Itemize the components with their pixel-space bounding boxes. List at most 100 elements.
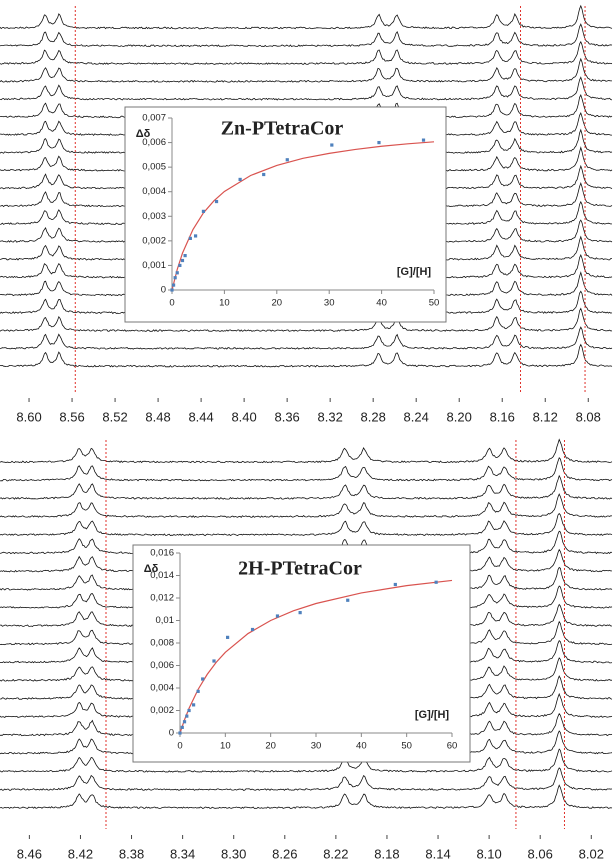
data-point xyxy=(298,611,302,615)
y-tick-label: 0,004 xyxy=(150,683,174,694)
spectrum-trace xyxy=(0,767,613,791)
spectrum-trace xyxy=(0,307,613,332)
data-point xyxy=(175,271,179,275)
spectrum-trace xyxy=(0,512,613,537)
data-point xyxy=(212,659,216,663)
data-point xyxy=(214,199,219,204)
data-point xyxy=(180,258,185,263)
data-point xyxy=(201,677,205,681)
data-point xyxy=(171,283,176,287)
data-point xyxy=(434,580,438,584)
y-tick-label: 0,01 xyxy=(156,615,175,626)
x-tick-label: 20 xyxy=(265,741,276,752)
inset-box xyxy=(132,544,471,763)
x-tick-label: 20 xyxy=(272,298,283,309)
spectrum-trace xyxy=(0,23,613,48)
x-tick-label: 50 xyxy=(429,298,440,309)
x-tick-label: 8.40 xyxy=(231,409,256,424)
x-tick-label: 8.60 xyxy=(16,409,41,424)
x-tick-label: 8.30 xyxy=(221,846,246,861)
x-tick-label: 8.22 xyxy=(323,846,348,861)
data-point xyxy=(377,140,381,145)
data-point xyxy=(182,720,187,724)
x-tick-label: 8.16 xyxy=(490,409,515,424)
y-tick-label: 0,016 xyxy=(150,548,174,559)
x-tick-label: 8.32 xyxy=(318,409,343,424)
x-tick-label: 8.20 xyxy=(447,409,472,424)
x-tick-label: 8.12 xyxy=(533,409,558,424)
x-tick-label: 40 xyxy=(356,741,367,752)
x-tick-label: 30 xyxy=(324,298,335,309)
x-tick-label: 8.26 xyxy=(272,846,297,861)
y-tick-label: 0,005 xyxy=(142,162,166,173)
x-tick-label: 8.36 xyxy=(274,409,299,424)
data-point xyxy=(178,731,182,735)
data-point xyxy=(173,276,177,280)
spectrum-trace xyxy=(0,474,613,500)
spectrum-trace xyxy=(0,784,613,810)
spectrum-trace xyxy=(0,438,613,464)
x-tick-label: 8.52 xyxy=(102,409,127,424)
data-point xyxy=(393,582,397,587)
spectrum-trace xyxy=(0,493,613,518)
y-axis-label: Δδ xyxy=(144,563,159,575)
spectrum-trace xyxy=(0,326,613,350)
x-tick-label: 8.10 xyxy=(476,846,501,861)
data-point xyxy=(188,236,192,240)
data-point xyxy=(250,627,255,632)
data-point xyxy=(196,689,200,693)
data-point xyxy=(201,209,206,213)
data-point xyxy=(226,635,230,639)
x-tick-label: 8.46 xyxy=(17,846,42,861)
data-point xyxy=(170,288,174,292)
spectrum-trace xyxy=(0,748,613,773)
y-tick-label: 0 xyxy=(161,285,166,296)
inset-title: 2H-PTetraCor xyxy=(238,558,362,580)
x-tick-label: 8.44 xyxy=(188,409,213,424)
y-tick-label: 0,007 xyxy=(142,113,166,124)
x-tick-label: 8.56 xyxy=(59,409,84,424)
x-tick-label: 30 xyxy=(311,741,322,752)
x-tick-label: 8.08 xyxy=(576,409,601,424)
y-tick-label: 0,003 xyxy=(142,211,166,222)
x-tick-label: 8.02 xyxy=(579,846,604,861)
fit-curve xyxy=(179,579,453,734)
x-tick-label: 0 xyxy=(169,298,174,309)
y-tick-label: 0,002 xyxy=(142,235,166,246)
data-point xyxy=(330,143,334,147)
x-axis-label: [G]/[H] xyxy=(415,709,450,721)
data-point xyxy=(238,177,242,182)
x-tick-label: 8.48 xyxy=(145,409,170,424)
spectrum-trace xyxy=(0,76,613,101)
data-point xyxy=(183,254,187,258)
data-point xyxy=(187,708,191,713)
x-axis-label: [G]/[H] xyxy=(397,266,432,278)
y-tick-label: 0,002 xyxy=(150,705,174,716)
data-point xyxy=(193,234,198,238)
data-point xyxy=(180,725,184,729)
data-point xyxy=(262,172,266,177)
y-tick-label: 0,006 xyxy=(142,137,166,148)
fit-curve xyxy=(171,141,435,291)
spectrum-trace xyxy=(0,40,613,65)
x-tick-label: 8.42 xyxy=(68,846,93,861)
y-tick-label: 0,001 xyxy=(142,260,166,271)
y-tick-label: 0,004 xyxy=(142,186,166,197)
x-tick-label: 8.38 xyxy=(119,846,144,861)
x-tick-label: 60 xyxy=(447,741,458,752)
y-tick-label: 0 xyxy=(169,728,174,739)
data-point xyxy=(421,138,426,142)
inset-title: Zn-PTetraCor xyxy=(221,118,344,140)
x-tick-label: 8.28 xyxy=(361,409,386,424)
x-tick-label: 8.14 xyxy=(425,846,450,861)
x-tick-label: 10 xyxy=(220,741,231,752)
x-tick-label: 40 xyxy=(376,298,387,309)
y-tick-label: 0,012 xyxy=(150,593,174,604)
x-tick-label: 8.34 xyxy=(170,846,195,861)
x-tick-label: 8.24 xyxy=(404,409,429,424)
data-point xyxy=(346,598,350,602)
y-axis-label: Δδ xyxy=(136,128,151,140)
x-tick-label: 10 xyxy=(219,298,230,309)
spectrum-trace xyxy=(0,343,613,368)
